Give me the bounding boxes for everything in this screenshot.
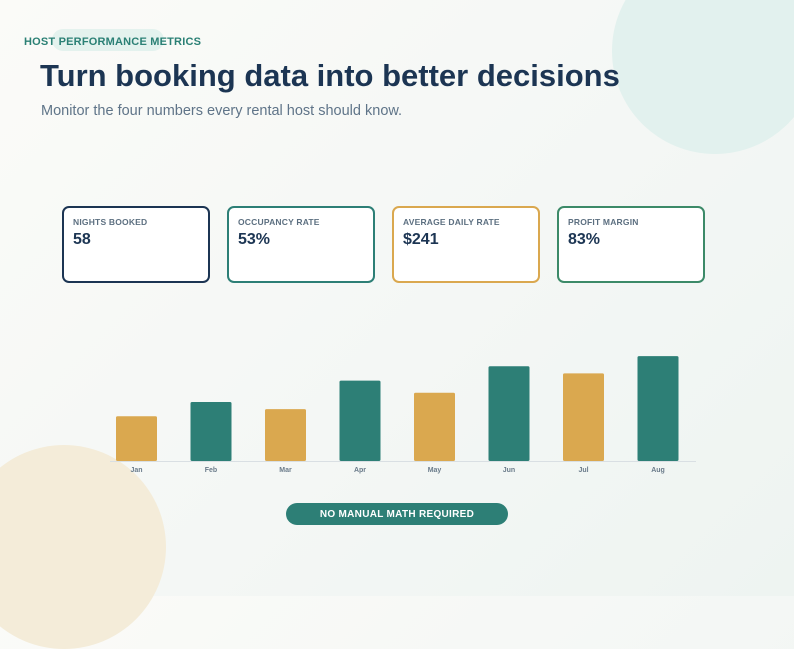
metric-value: $241: [403, 231, 439, 248]
metric-card-profit-margin: PROFIT MARGIN 83%: [557, 206, 705, 283]
x-tick-label: Jun: [503, 467, 515, 474]
x-tick-label: Feb: [205, 467, 217, 474]
x-tick-label: Mar: [279, 467, 292, 474]
metric-card-nights-booked: NIGHTS BOOKED 58: [62, 206, 210, 283]
bar-feb: [190, 401, 232, 461]
eyebrow-highlight: [52, 29, 164, 51]
monthly-bar-chart: Jan Feb Mar Apr May Jun Jul Aug: [110, 356, 696, 474]
page-title: Turn booking data into better decisions: [40, 58, 620, 93]
metric-value: 58: [73, 231, 91, 248]
metric-label: PROFIT MARGIN: [568, 217, 639, 227]
cta-button[interactable]: NO MANUAL MATH REQUIRED: [286, 503, 508, 525]
bar-may: [414, 392, 455, 461]
bar-aug: [637, 356, 679, 461]
metric-value: 83%: [568, 231, 601, 248]
x-tick-label: May: [428, 467, 442, 474]
eyebrow-label: HOST PERFORMANCE METRICS: [24, 36, 202, 48]
bar-apr: [339, 380, 381, 461]
bar-jan: [116, 416, 157, 461]
x-tick-label: Jul: [578, 467, 588, 474]
metric-label: NIGHTS BOOKED: [73, 217, 148, 227]
x-tick-label: Jan: [130, 467, 142, 474]
bar-jun: [488, 366, 530, 461]
metric-card-occupancy-rate: OCCUPANCY RATE 53%: [227, 206, 375, 283]
x-tick-label: Aug: [651, 467, 665, 474]
x-tick-label: Apr: [354, 467, 366, 474]
metric-label: AVERAGE DAILY RATE: [403, 217, 500, 227]
page-subtitle: Monitor the four numbers every rental ho…: [41, 103, 403, 119]
metric-card-average-daily-rate: AVERAGE DAILY RATE $241: [392, 206, 540, 283]
metric-label: OCCUPANCY RATE: [238, 217, 320, 227]
bar-jul: [563, 373, 604, 461]
bar-mar: [265, 409, 306, 461]
metric-value: 53%: [238, 231, 271, 248]
